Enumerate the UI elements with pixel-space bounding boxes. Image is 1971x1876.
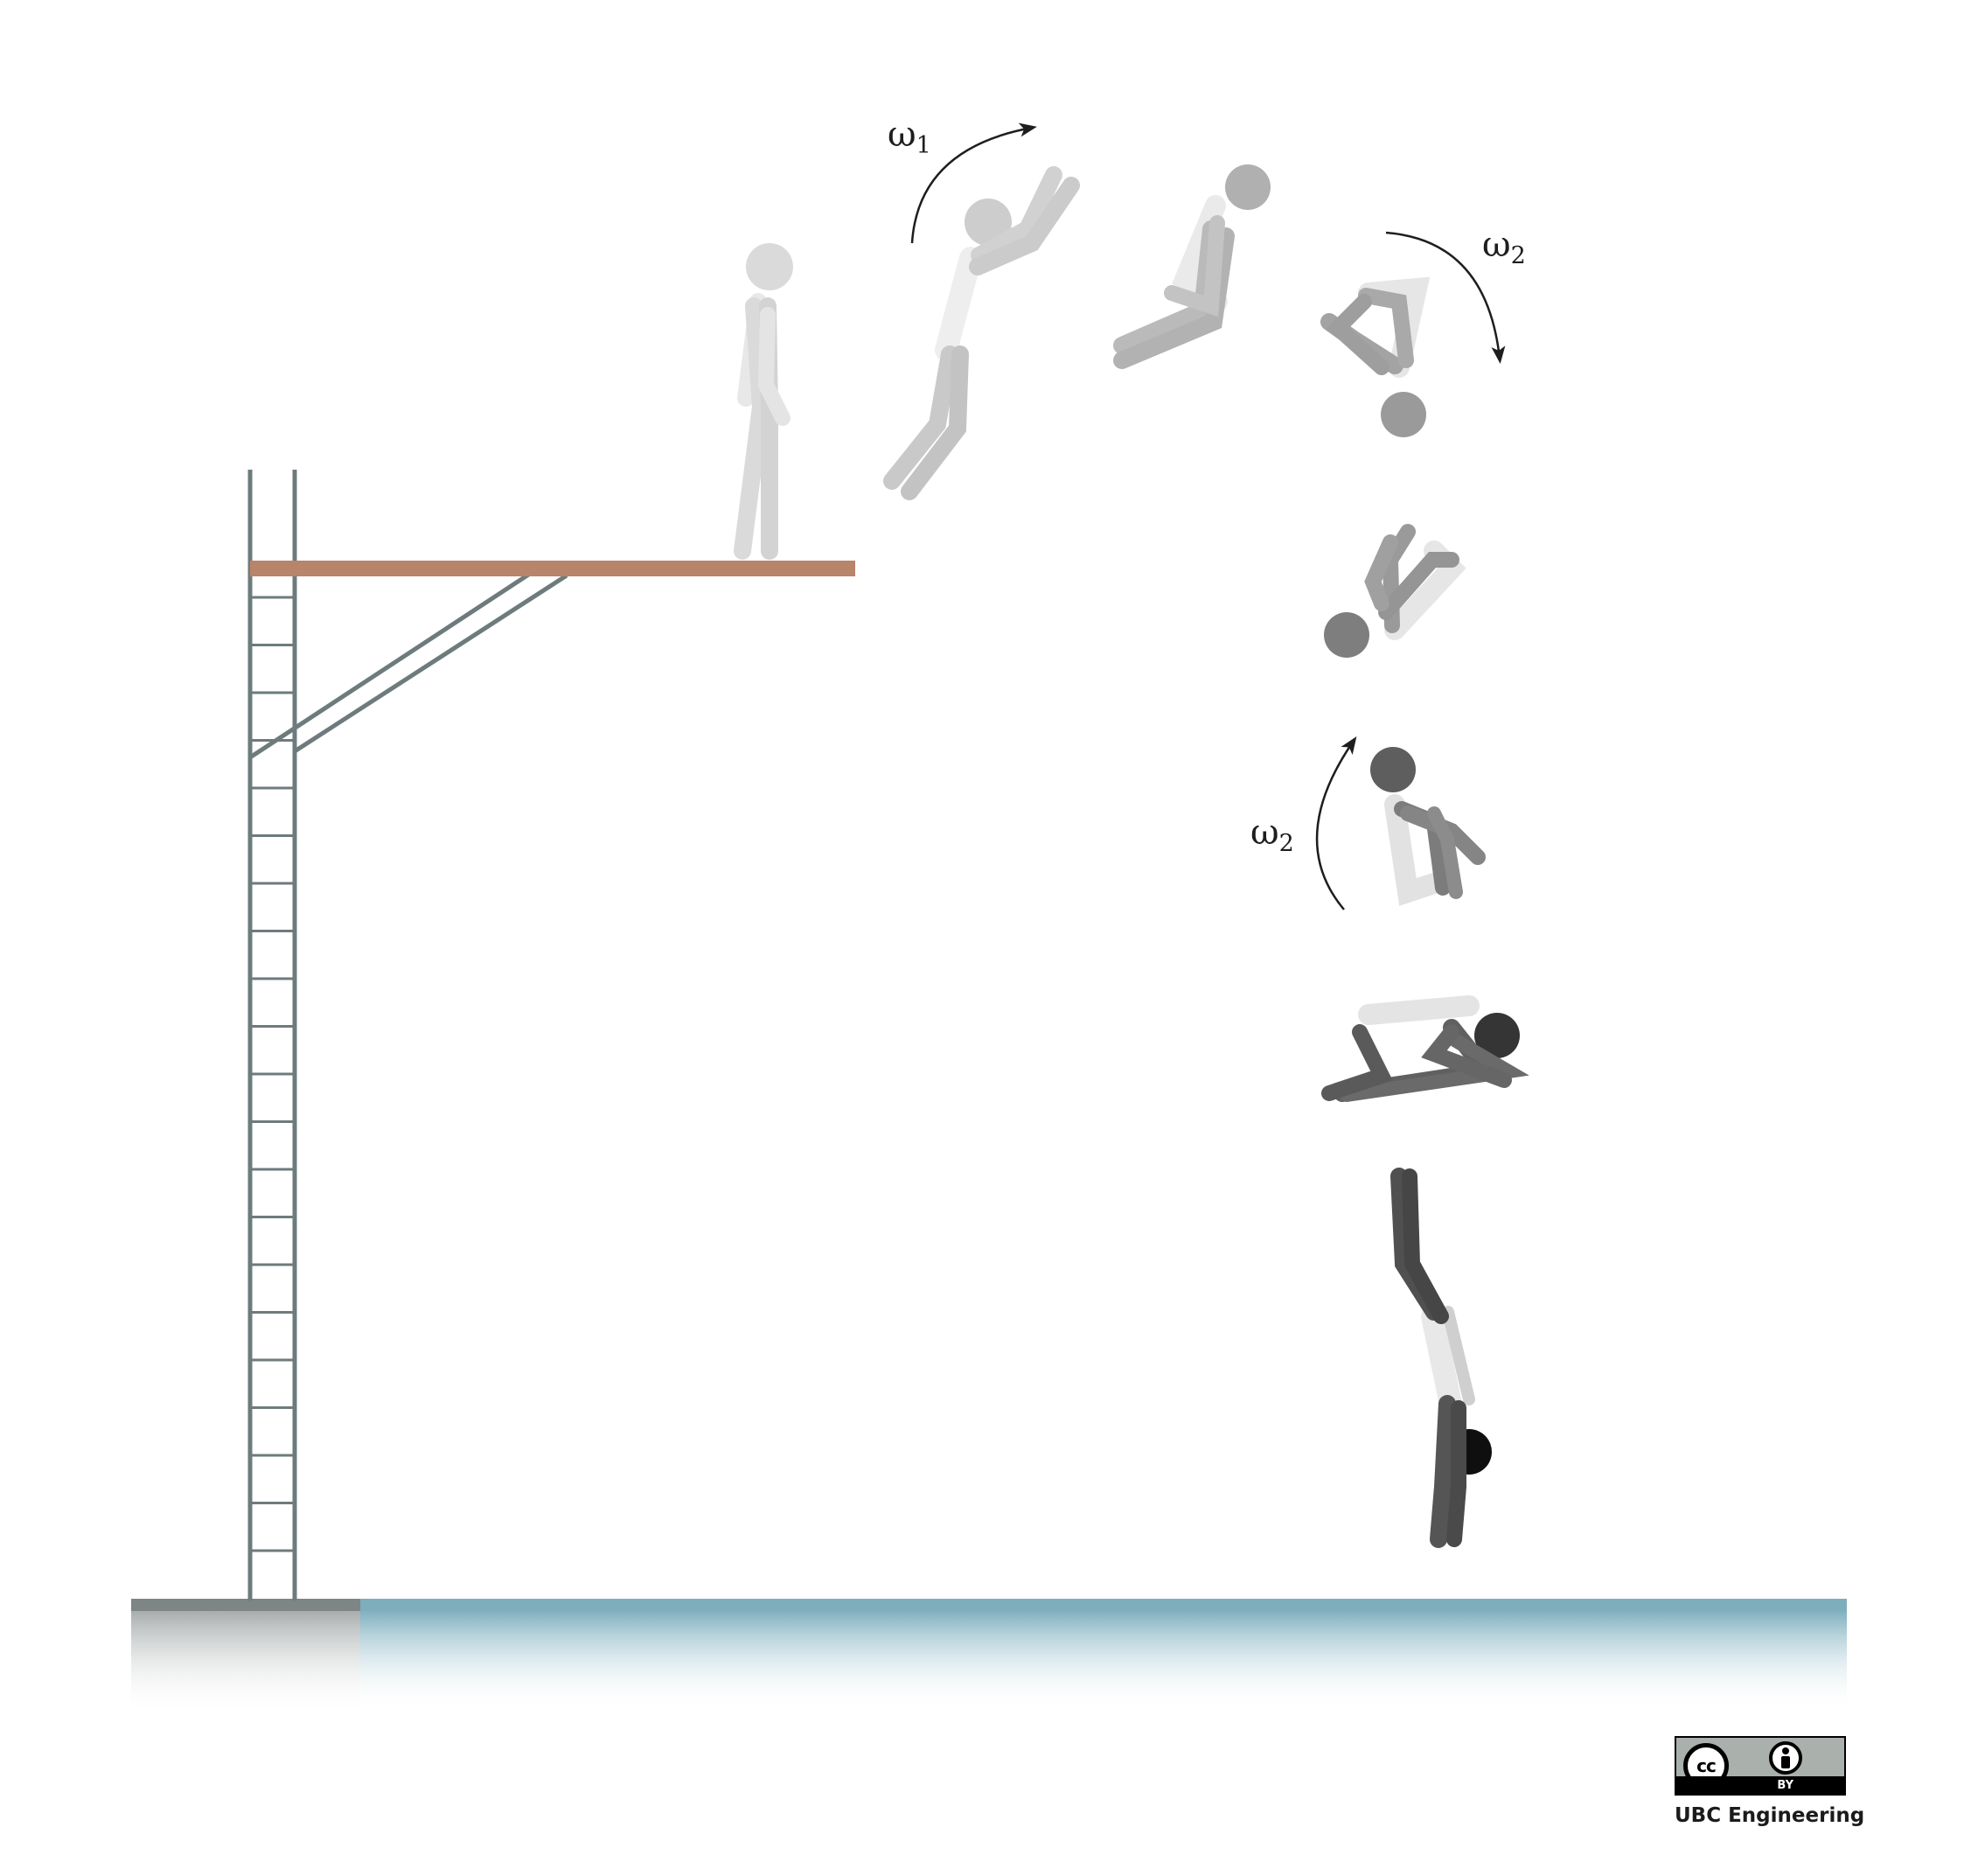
badge-bottom-bar	[1676, 1776, 1844, 1794]
support-strut-upper	[248, 566, 540, 760]
deck-fade	[131, 1609, 360, 1714]
diver-frame-6-tuck	[1370, 747, 1486, 906]
diver-frame-2-takeoff	[883, 166, 1080, 500]
omega-2-label-lower: ω2	[1250, 812, 1294, 857]
diver-frame-1-standing	[734, 243, 793, 560]
diver-frame-5-tuck	[1324, 524, 1466, 658]
cc-icon-text: cc	[1696, 1755, 1717, 1776]
diver-frame-4-tuck	[1320, 276, 1431, 437]
badge-by-label: BY	[1777, 1779, 1793, 1792]
credit-text: UBC Engineering	[1675, 1804, 1865, 1827]
cc-by-badge[interactable]: cc BY	[1675, 1736, 1846, 1796]
diver-frame-8-entry	[1390, 1168, 1492, 1548]
diving-board	[250, 561, 855, 576]
arrow-omega-1	[910, 122, 1037, 244]
ladder-rungs	[250, 596, 295, 1552]
water-surface	[360, 1599, 1847, 1611]
diving-tower	[247, 470, 568, 1601]
rotation-arrows	[910, 122, 1506, 910]
diver-frame-7-tuck	[1321, 995, 1529, 1102]
water-fade	[360, 1609, 1847, 1710]
attribution-person-icon	[1769, 1741, 1802, 1775]
arrow-omega-2-lower	[1315, 736, 1357, 910]
deck-surface	[131, 1599, 360, 1611]
omega-1-label: ω1	[888, 115, 931, 159]
arrow-omega-2-top	[1385, 231, 1506, 364]
license-block: cc BY UBC Engineering	[1675, 1736, 1865, 1827]
pool	[131, 1599, 1847, 1714]
omega-2-label-top: ω2	[1482, 225, 1526, 269]
support-strut-lower	[293, 573, 568, 754]
diver-frame-3-pike	[1113, 164, 1271, 369]
